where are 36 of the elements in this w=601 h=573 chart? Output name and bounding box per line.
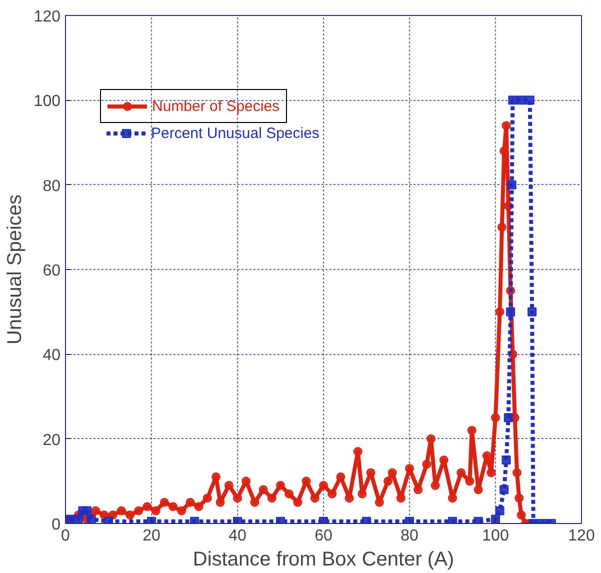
x-tick-label: 40 [228,528,246,544]
y-tick-label: 40 [42,347,61,364]
x-tick-label: 80 [400,528,418,544]
legend-label: Percent Unusual Species [151,124,320,142]
x-tick-label: 100 [482,528,509,544]
x-tick-label: 60 [314,528,332,544]
point [516,96,526,105]
point [82,506,92,516]
point [528,307,537,316]
x-axis-title: Distance from Box Center (A) [192,548,454,570]
point [104,516,113,524]
point [502,456,511,464]
point [506,307,516,316]
y-tick-label: 0 [52,516,61,534]
point [74,514,83,524]
point [504,413,513,422]
x-tick-label: 120 [568,528,595,544]
y-tick-label: 20 [42,432,61,449]
point [495,506,504,516]
point [507,180,516,190]
point [508,96,518,105]
legend-label: Number of Species [152,98,280,114]
point [448,516,457,524]
point [474,516,483,524]
point [86,514,96,524]
y-tick-label: 60 [42,262,61,280]
point [190,516,199,524]
point [276,516,285,524]
y-tick-label: 100 [34,93,61,110]
y-tick-label: 120 [34,8,61,26]
y-tick-label: 80 [42,178,61,195]
x-tick-label: 20 [142,528,160,544]
point [525,96,534,105]
point [362,516,371,524]
y-axis-title: Unusual Speices [4,194,26,345]
point [500,485,509,494]
